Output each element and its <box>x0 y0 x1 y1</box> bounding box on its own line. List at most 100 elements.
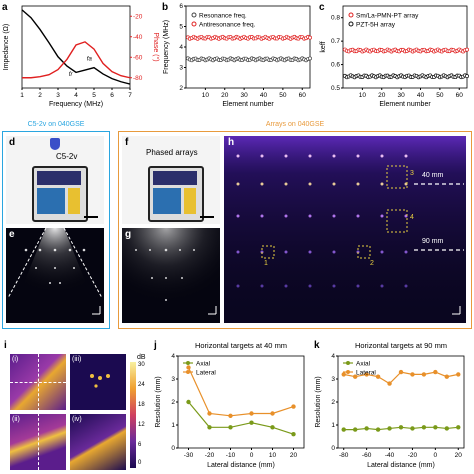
dashed-cross <box>10 382 66 383</box>
image-e <box>6 228 104 323</box>
device-box <box>148 166 204 222</box>
chart-c: c10 20 30 40 50 600.50.60.70.8Element numberk… <box>317 0 474 115</box>
y-tick-label: 1 <box>331 422 335 429</box>
plot-frame <box>22 6 130 88</box>
target-point <box>357 155 360 158</box>
target-point <box>357 215 360 218</box>
target-point <box>237 285 240 288</box>
x-axis-label: Lateral distance (mm) <box>367 462 435 469</box>
x-tick-label: 40 <box>260 92 268 99</box>
legend-marker <box>349 22 353 26</box>
image-g <box>122 228 220 323</box>
x-tick-label: 60 <box>456 92 464 99</box>
legend-marker <box>346 361 350 365</box>
panel-label-a: a <box>2 2 8 13</box>
data-point <box>387 426 391 430</box>
target-point <box>405 155 408 158</box>
data-point <box>342 372 346 376</box>
x-axis-label: Element number <box>222 101 274 108</box>
target-point <box>381 183 384 186</box>
target-point <box>237 251 240 254</box>
data-point <box>422 425 426 429</box>
scale-bar <box>200 216 214 218</box>
y-tick-label: 0.8 <box>331 15 340 22</box>
data-point <box>465 75 468 78</box>
data-point <box>410 426 414 430</box>
data-point <box>270 425 274 429</box>
legend-label: Resonance freq. <box>199 13 247 20</box>
colorbar-tick: 18 <box>138 402 145 408</box>
x-tick-label: 40 <box>417 92 425 99</box>
photo-d-label: C5-2v <box>56 152 77 161</box>
scale-bar <box>84 216 98 218</box>
legend-marker <box>349 13 353 17</box>
probe-logo-icon <box>50 138 60 150</box>
data-point <box>364 426 368 430</box>
target-point <box>333 215 336 218</box>
sub-label-iii: (iii) <box>72 356 81 363</box>
panel-label-b: b <box>162 2 168 13</box>
y-tick-label: 0.5 <box>331 85 340 92</box>
target-point <box>309 183 312 186</box>
colorbar-tick: 30 <box>138 362 145 368</box>
data-point <box>433 425 437 429</box>
data-point <box>456 425 460 429</box>
data-point <box>456 372 460 376</box>
dashed-cross <box>38 354 39 470</box>
y-tick-label: 0 <box>171 445 175 452</box>
data-point <box>186 365 190 369</box>
target-point <box>333 285 336 288</box>
y-tick-label: 2 <box>171 399 175 406</box>
x-tick-label: 5 <box>92 92 96 99</box>
x-tick-label: 2 <box>38 92 42 99</box>
y-axis-label: Frequency (MHz) <box>163 20 170 74</box>
y2-tick-label: -80 <box>133 75 143 82</box>
y2-tick-label: -60 <box>133 54 143 61</box>
label-40mm: 40 mm <box>422 172 443 179</box>
y-tick-label: 0.7 <box>331 38 340 45</box>
data-point <box>291 404 295 408</box>
y-tick-label: 4 <box>171 353 175 360</box>
x-tick-label: -60 <box>362 452 372 459</box>
y-axis-label: keff <box>320 41 327 52</box>
panel-label-f: f <box>125 137 128 148</box>
x-tick-label: -20 <box>408 452 418 459</box>
box-label-4: 4 <box>410 214 414 221</box>
x-axis-label: Element number <box>379 101 431 108</box>
y-tick-label: 3 <box>171 376 175 383</box>
y-axis-label: Resolution (mm) <box>155 376 162 427</box>
data-point <box>445 375 449 379</box>
left-section-title: C5-2v on 040GSE <box>2 121 110 128</box>
photo-f: Phased arrays <box>122 136 220 224</box>
sub-label-iv: (iv) <box>72 416 82 423</box>
target-point <box>261 183 264 186</box>
photo-f-label: Phased arrays <box>146 148 198 157</box>
data-point <box>376 375 380 379</box>
panel-label-h: h <box>228 137 234 148</box>
x-tick-label: 30 <box>241 92 249 99</box>
y2-tick-label: -20 <box>133 13 143 20</box>
chart-title: Horizontal targets at 90 mm <box>355 341 447 350</box>
x-tick-label: 1 <box>20 92 24 99</box>
x-tick-label: 10 <box>202 92 210 99</box>
target-point <box>381 155 384 158</box>
label-90mm: 90 mm <box>422 238 443 245</box>
chart-b: b 10 20 30 40 50 60 2 3 4 5 6 Element number Frequenc… <box>160 0 317 115</box>
target-point <box>381 285 384 288</box>
chart-title: Horizontal targets at 40 mm <box>195 341 287 350</box>
x-tick-label: -10 <box>226 452 236 459</box>
y2-axis-label: Phase (°) <box>152 32 160 61</box>
y-tick-label: 0 <box>331 445 335 452</box>
target-point <box>333 251 336 254</box>
data-point <box>249 421 253 425</box>
y-tick-label: 3 <box>331 376 335 383</box>
photo-d: C5-2v <box>6 136 104 224</box>
panel-label-d: d <box>9 137 15 148</box>
legend-marker <box>346 370 350 374</box>
colorbar-tick: 12 <box>138 422 145 428</box>
data-point <box>186 400 190 404</box>
y-tick-label: 2 <box>179 85 183 92</box>
data-point <box>433 370 437 374</box>
target-point <box>237 155 240 158</box>
data-point <box>410 372 414 376</box>
